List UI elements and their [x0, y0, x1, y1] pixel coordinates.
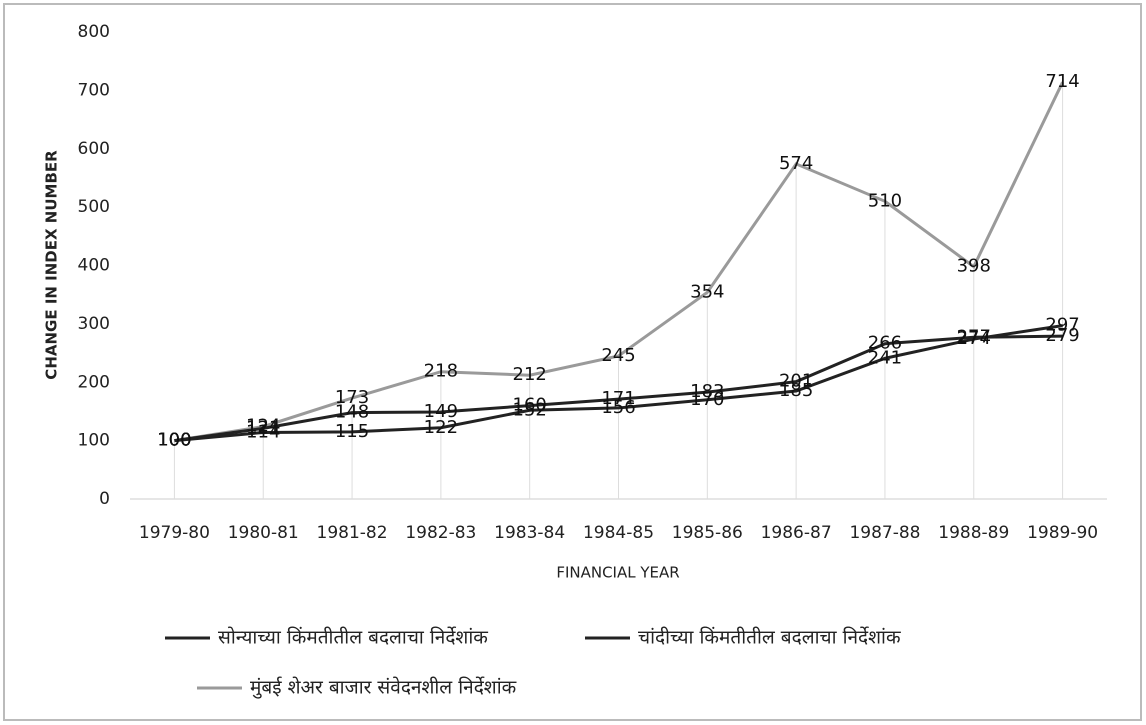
chart-border	[3, 3, 1142, 721]
value-label: 212	[513, 364, 547, 385]
value-label: 121	[246, 417, 280, 438]
x-tick-label: 1985-86	[672, 523, 743, 543]
series-line	[174, 81, 1064, 443]
x-tick-label: 1984-85	[583, 523, 654, 543]
y-tick-label: 400	[78, 256, 110, 276]
value-label: 510	[868, 190, 902, 211]
x-tick-label: 1983-84	[494, 523, 565, 543]
value-label: 100	[157, 430, 191, 451]
y-tick-label: 600	[78, 139, 110, 159]
value-label: 148	[335, 402, 369, 423]
value-label: 115	[335, 421, 369, 442]
value-label: 152	[513, 399, 547, 420]
value-label: 124	[246, 416, 280, 437]
value-label: 279	[1045, 325, 1079, 346]
value-label: 574	[779, 153, 813, 174]
series-line	[174, 334, 1063, 443]
legend-label: सोन्याच्या किंमतीतील बदलाचा निर्देशांक	[218, 626, 488, 649]
value-label: 100	[157, 430, 191, 451]
value-label: 398	[957, 256, 991, 277]
x-tick-label: 1980-81	[228, 523, 299, 543]
value-label: 156	[601, 397, 635, 418]
value-label: 354	[690, 281, 724, 302]
value-label: 149	[424, 401, 458, 422]
x-tick-label: 1986-87	[761, 523, 832, 543]
value-label: 171	[601, 388, 635, 409]
legend-label: मुंबई शेअर बाजार संवेदनशील निर्देशांक	[250, 676, 517, 700]
x-axis-title: FINANCIAL YEAR	[556, 564, 679, 582]
value-label: 183	[690, 381, 724, 402]
value-label: 160	[513, 395, 547, 416]
x-tick-label: 1982-83	[405, 523, 476, 543]
value-label: 114	[246, 421, 280, 442]
value-label: 185	[779, 380, 813, 401]
y-tick-label: 200	[78, 372, 110, 392]
value-label: 122	[424, 417, 458, 438]
y-tick-label: 300	[78, 314, 110, 334]
legend-label: चांदीच्या किंमतीतील बदलाचा निर्देशांक	[638, 626, 901, 649]
value-label: 170	[690, 389, 724, 410]
y-tick-label: 500	[78, 197, 110, 217]
y-tick-label: 0	[99, 489, 110, 509]
value-label: 100	[157, 430, 191, 451]
y-tick-label: 700	[78, 80, 110, 100]
series-line	[174, 324, 1063, 443]
x-tick-label: 1979-80	[139, 523, 210, 543]
x-tick-label: 1987-88	[849, 523, 920, 543]
y-tick-label: 800	[78, 22, 110, 42]
value-label: 173	[335, 387, 369, 408]
x-tick-label: 1981-82	[317, 523, 388, 543]
value-label: 241	[868, 347, 902, 368]
y-tick-label: 100	[78, 431, 110, 451]
y-axis-title: CHANGE IN INDEX NUMBER	[43, 150, 61, 380]
value-label: 201	[779, 371, 813, 392]
value-label: 266	[868, 333, 902, 354]
x-tick-label: 1989-90	[1027, 523, 1098, 543]
value-label: 274	[957, 328, 991, 349]
value-label: 277	[957, 326, 991, 347]
value-label: 245	[601, 345, 635, 366]
value-label: 297	[1045, 315, 1079, 336]
value-label: 218	[424, 361, 458, 382]
x-tick-label: 1988-89	[938, 523, 1009, 543]
value-label: 714	[1045, 71, 1079, 92]
